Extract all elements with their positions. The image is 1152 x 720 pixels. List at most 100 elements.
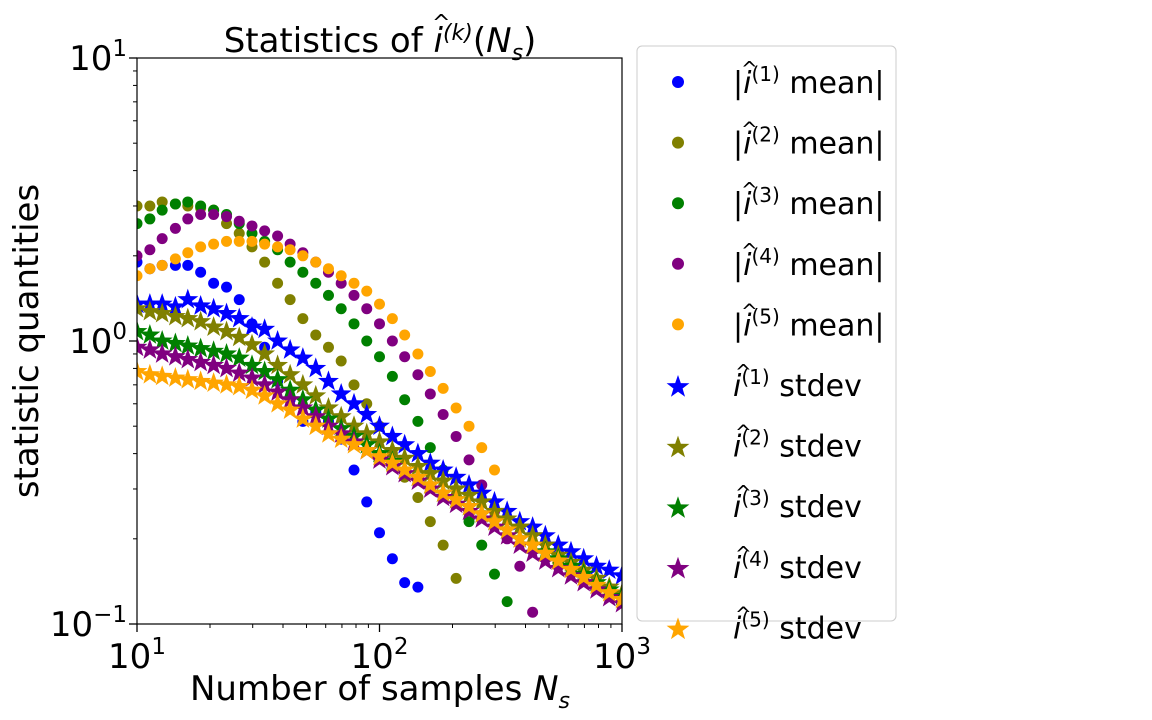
data-point-star: [151, 365, 173, 386]
data-point-circle: [156, 204, 168, 216]
data-point-circle: [488, 568, 500, 580]
data-point-circle: [399, 329, 411, 341]
data-point-circle: [514, 560, 526, 572]
data-point-star: [522, 542, 544, 563]
data-point-circle: [297, 313, 309, 325]
chart-title: Statistics of i(k)(Ns): [224, 21, 537, 66]
data-point-circle: [424, 516, 436, 528]
data-point-star: [496, 507, 518, 528]
data-point-star: [228, 326, 250, 347]
data-point-star: [547, 534, 569, 555]
data-point-star: [267, 354, 289, 375]
data-point-star: [560, 564, 582, 585]
legend-label: |i(5) mean|: [733, 304, 885, 343]
data-point-star: [164, 305, 186, 326]
legend-label: i(4) stdev: [733, 547, 862, 586]
data-point-star: [445, 477, 467, 498]
data-point-star: [534, 542, 556, 563]
data-point-star: [151, 302, 173, 323]
data-point-star: [445, 488, 467, 509]
data-point-star: [356, 439, 378, 460]
data-point-star: [407, 442, 429, 463]
data-point-circle: [208, 238, 220, 250]
data-point-star: [254, 360, 276, 381]
data-point-circle: [233, 294, 245, 306]
data-point-circle: [463, 516, 475, 528]
plot-frame: [136, 57, 623, 625]
data-point-circle: [322, 263, 334, 275]
data-point-circle: [412, 348, 424, 360]
data-point-star: [356, 422, 378, 443]
data-point-circle: [169, 198, 181, 210]
legend-circle-marker: [672, 136, 684, 149]
data-point-star: [151, 342, 173, 363]
data-point-star: [419, 452, 441, 473]
data-point-circle: [182, 213, 194, 225]
data-point-star: [547, 557, 569, 578]
data-point-star: [432, 459, 454, 479]
legend-hat: ^: [735, 421, 752, 445]
data-point-star: [611, 592, 622, 613]
data-point-star: [151, 330, 173, 350]
data-point-circle: [156, 259, 168, 271]
legend-entry: |i(2) mean|^: [672, 118, 885, 162]
data-point-star: [177, 307, 199, 328]
data-point-star: [471, 502, 493, 523]
data-point-circle: [144, 244, 156, 256]
data-point-circle: [272, 230, 284, 242]
data-point-star: [137, 360, 148, 381]
legend-entry: i(1) stdev^: [666, 360, 862, 404]
data-point-star: [241, 354, 263, 375]
data-point-circle: [195, 200, 207, 212]
chart-title-hat: ^: [432, 11, 450, 36]
legend-entry: i(4) stdev^: [666, 542, 862, 586]
data-point-star: [394, 459, 416, 479]
data-point-circle: [233, 215, 245, 227]
data-point-circle: [424, 366, 436, 378]
data-point-star: [522, 534, 544, 555]
data-point-star: [279, 388, 301, 409]
data-point-circle: [169, 253, 181, 265]
x-tick-label: 102: [351, 634, 409, 677]
data-point-star: [419, 473, 441, 494]
data-point-circle: [310, 277, 322, 289]
data-point-star: [216, 342, 237, 363]
data-point-circle: [450, 402, 462, 414]
data-point-star: [305, 415, 327, 436]
data-point-circle: [335, 355, 347, 367]
legend-entry: i(5) stdev^: [666, 602, 862, 646]
data-point-star: [496, 524, 518, 545]
data-point-star: [216, 320, 237, 341]
data-point-star: [458, 484, 480, 505]
data-point-circle: [348, 318, 360, 330]
data-point-star: [177, 348, 199, 369]
data-point-circle: [221, 211, 233, 223]
data-point-star: [547, 549, 569, 570]
plot-area: [137, 196, 622, 618]
data-point-circle: [221, 235, 233, 247]
data-point-star: [279, 399, 301, 419]
data-point-star: [445, 466, 467, 487]
series-10: [137, 360, 622, 609]
data-point-circle: [284, 294, 296, 306]
data-point-circle: [412, 369, 424, 381]
data-point-circle: [463, 454, 475, 466]
data-point-circle: [424, 388, 436, 400]
data-point-star: [419, 462, 441, 483]
data-point-circle: [399, 351, 411, 363]
data-point-star: [484, 516, 505, 536]
data-point-circle: [246, 220, 258, 232]
data-point-circle: [272, 241, 284, 253]
data-point-circle: [272, 277, 284, 289]
data-point-circle: [182, 196, 194, 208]
legend-circle-marker: [672, 257, 684, 270]
legend-hat: ^: [735, 602, 752, 626]
data-point-circle: [361, 335, 373, 347]
data-point-star: [228, 362, 250, 383]
data-point-circle: [144, 263, 156, 275]
data-point-star: [369, 415, 390, 436]
data-point-star: [267, 368, 289, 389]
data-point-circle: [412, 581, 424, 593]
data-point-star: [228, 347, 250, 368]
data-point-star: [190, 351, 212, 372]
